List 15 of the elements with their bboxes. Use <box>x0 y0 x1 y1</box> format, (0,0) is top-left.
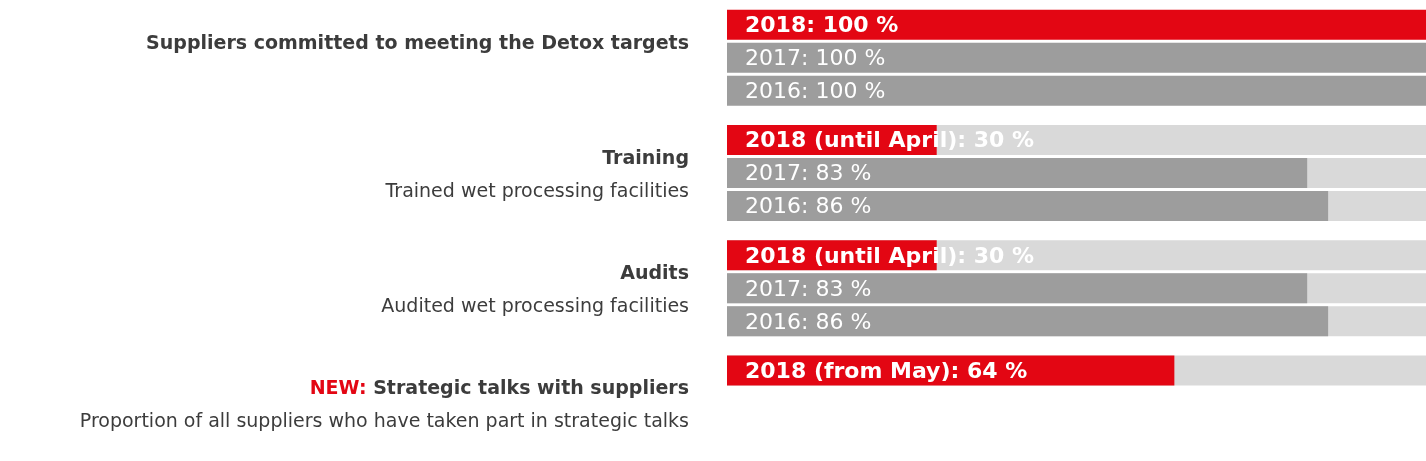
bar <box>727 9 1426 40</box>
data-label: 2017: 83 % <box>745 160 872 186</box>
y-tick-label: Training Trained wet processing facilities <box>385 144 689 203</box>
data-label: 2016: 86 % <box>745 193 872 219</box>
data-label: 2016: 100 % <box>745 78 886 104</box>
data-label: 2018 (from May): 64 % <box>745 357 1028 383</box>
bar <box>727 42 1426 73</box>
data-label: 2017: 83 % <box>745 275 872 301</box>
y-tick-label: Suppliers committed to meeting the Detox targets <box>146 29 689 55</box>
data-label: 2017: 100 % <box>745 45 886 71</box>
data-label: 2016: 86 % <box>745 308 872 334</box>
y-tick-label: Audits Audited wet processing facilities <box>381 260 689 319</box>
data-label: 2018: 100 % <box>745 12 899 38</box>
y-tick-label: NEW: Strategic talks with suppliers Proportion of all suppliers who have taken part in strategic talks <box>79 375 689 434</box>
bar <box>727 75 1426 106</box>
